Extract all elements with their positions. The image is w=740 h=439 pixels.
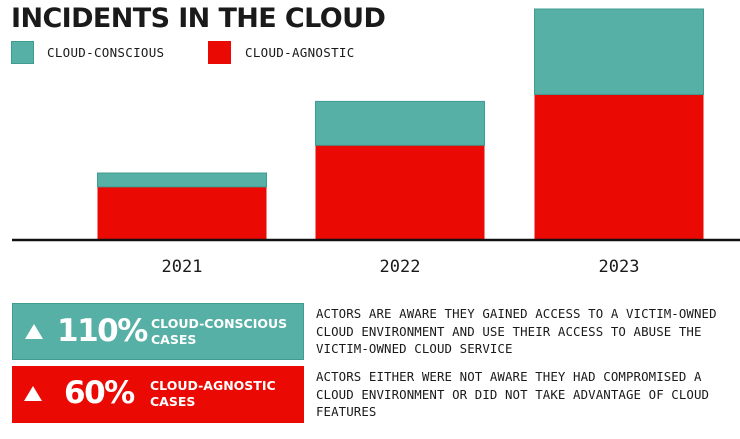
- up-triangle-icon: [24, 386, 42, 401]
- legend-label-conscious: CLOUD-CONSCIOUS: [47, 45, 165, 60]
- stat-description-agnostic: ACTORS EITHER WERE NOT AWARE THEY HAD CO…: [316, 369, 710, 419]
- stat-label-agnostic: CLOUD-AGNOSTIC CASES: [150, 378, 276, 409]
- x-tick-label-2022: 2022: [380, 257, 421, 277]
- stat-label-conscious: CLOUD-CONSCIOUS CASES: [151, 316, 288, 347]
- x-tick-label-2023: 2023: [599, 257, 640, 277]
- stat-description-conscious: ACTORS ARE AWARE THEY GAINED ACCESS TO A…: [316, 306, 717, 356]
- stat-value-agnostic: 60%: [64, 375, 135, 411]
- bar-conscious-2021: [97, 172, 267, 188]
- bar-conscious-2023: [534, 8, 704, 95]
- bar-conscious-2022: [315, 100, 485, 146]
- x-tick-label-2021: 2021: [162, 257, 203, 277]
- stat-box-agnostic: 60% CLOUD-AGNOSTIC CASES: [12, 366, 304, 423]
- up-triangle-icon: [25, 324, 43, 339]
- stat-value-conscious: 110%: [57, 313, 148, 349]
- legend-swatch-agnostic: [208, 41, 231, 64]
- bar-agnostic-2021: [97, 186, 267, 240]
- stat-box-conscious: 110% CLOUD-CONSCIOUS CASES: [12, 303, 304, 360]
- legend-swatch-conscious: [11, 41, 34, 64]
- bar-agnostic-2022: [315, 145, 485, 240]
- stacked-bar-chart: 2021 2022 2023: [12, 8, 740, 277]
- bar-agnostic-2023: [534, 94, 704, 240]
- legend-label-agnostic: CLOUD-AGNOSTIC: [245, 45, 355, 60]
- chart-title: INCIDENTS IN THE CLOUD: [11, 3, 386, 34]
